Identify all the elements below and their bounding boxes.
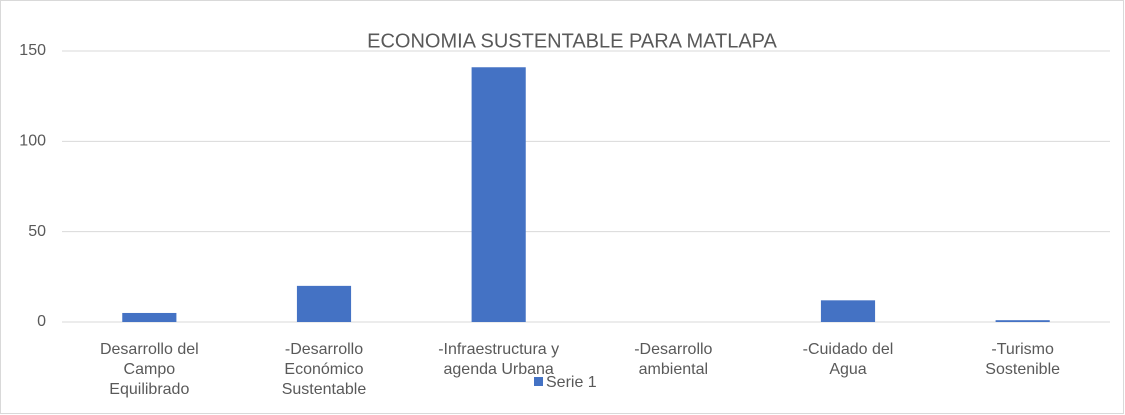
legend-label: Serie 1 xyxy=(546,374,597,391)
y-tick-label: 150 xyxy=(19,42,46,59)
bar xyxy=(296,285,352,322)
x-tick-label: -Desarrollo Económico Sustentable xyxy=(281,341,367,398)
legend-swatch xyxy=(534,377,543,386)
bar xyxy=(122,312,177,322)
x-tick-label: -Infraestructura y agenda Urbana xyxy=(438,341,560,378)
x-tick-label: -Desarrollo ambiental xyxy=(634,341,713,378)
x-tick-label: -Turismo Sostenible xyxy=(985,341,1061,378)
y-tick-label: 0 xyxy=(37,313,46,330)
bar xyxy=(820,300,876,322)
x-tick-label: Desarrollo del Campo Equilibrado xyxy=(99,341,199,398)
y-tick-label: 100 xyxy=(19,133,46,150)
chart-title: ECONOMIA SUSTENTABLE PARA MATLAPA xyxy=(367,30,777,52)
bar xyxy=(995,320,1050,322)
bar xyxy=(471,67,526,322)
x-tick-label: -Cuidado del Agua xyxy=(802,341,894,378)
y-tick-label: 50 xyxy=(28,223,46,240)
